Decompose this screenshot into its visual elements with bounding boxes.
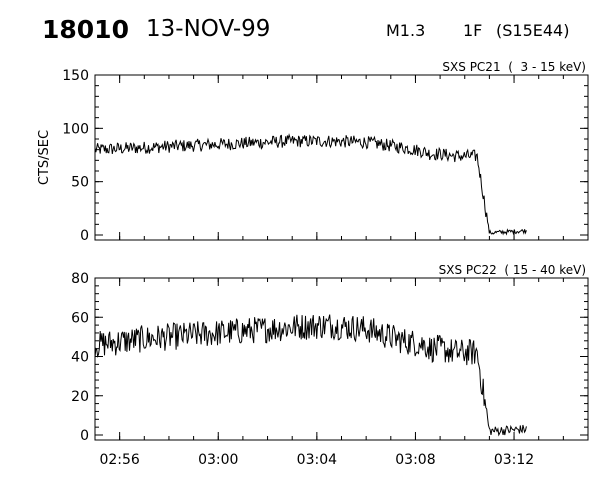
series-line-1-1 bbox=[94, 133, 527, 236]
flare-id: 18010 bbox=[42, 15, 129, 44]
panel-title-1: SXS PC21 ( 3 - 15 keV) bbox=[442, 60, 586, 74]
panel-title-2: SXS PC22 ( 15 - 40 keV) bbox=[439, 263, 586, 277]
observation-date: 13-NOV-99 bbox=[146, 16, 271, 42]
series-line-2-1 bbox=[94, 314, 527, 437]
y-tick-label: 0 bbox=[80, 428, 89, 444]
y-tick-label: 100 bbox=[62, 121, 89, 137]
x-tick-label: 02:56 bbox=[99, 452, 139, 468]
x-tick-label: 03:12 bbox=[494, 452, 534, 468]
y-tick-label: 20 bbox=[71, 389, 89, 405]
y-tick-label: 60 bbox=[71, 310, 89, 326]
y-tick-label: 80 bbox=[71, 271, 89, 287]
plot-frame-1 bbox=[94, 74, 589, 241]
y-tick-label: 50 bbox=[71, 175, 89, 191]
flare-location: (S15E44) bbox=[496, 21, 570, 40]
x-tick-label: 03:08 bbox=[395, 452, 435, 468]
x-tick-label: 03:00 bbox=[198, 452, 238, 468]
y-axis-label: CTS/SEC bbox=[37, 130, 52, 185]
y-tick-label: 0 bbox=[80, 228, 89, 244]
plot-frame-2 bbox=[94, 277, 589, 441]
x-tick-label: 03:04 bbox=[297, 452, 337, 468]
goes-class: M1.3 bbox=[386, 21, 426, 40]
y-tick-label: 40 bbox=[71, 350, 89, 366]
y-tick-label: 150 bbox=[62, 68, 89, 84]
h-alpha-class: 1F bbox=[463, 21, 483, 40]
